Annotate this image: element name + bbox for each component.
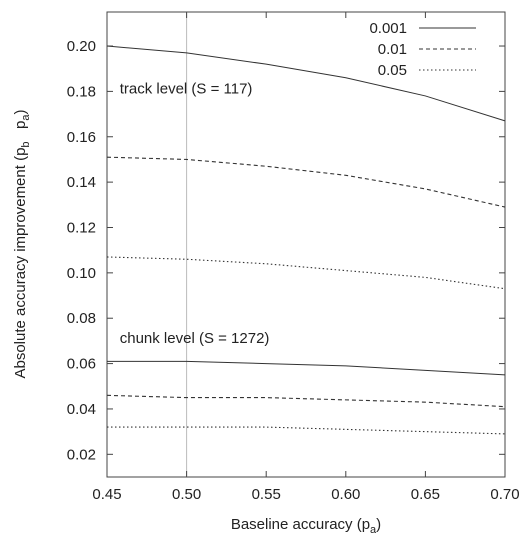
- legend-label: 0.001: [369, 20, 407, 37]
- y-tick-label: 0.10: [67, 265, 96, 282]
- y-tick-label: 0.20: [67, 38, 96, 55]
- x-tick-labels: 0.45 0.50 0.55 0.60 0.65 0.70: [92, 486, 519, 503]
- series-line-track-dotted: [106, 256, 506, 290]
- y-tick-label: 0.08: [67, 310, 96, 327]
- y-tick-label: 0.02: [67, 446, 96, 463]
- series-group: [106, 45, 506, 435]
- series-line-chunk-solid: [107, 360, 506, 376]
- y-tick-label: 0.16: [67, 129, 96, 146]
- legend: 0.001 0.01 0.05: [369, 20, 476, 79]
- y-tick-label: 0.18: [67, 83, 96, 100]
- annotation-label: track level (S = 117): [120, 81, 253, 98]
- x-axis-label: Baseline accuracy (pa): [231, 516, 381, 536]
- series-line-chunk-dotted: [107, 426, 506, 435]
- legend-label: 0.05: [378, 62, 407, 79]
- x-tick-label: 0.45: [92, 486, 121, 503]
- plot-frame: [106, 11, 506, 478]
- y-tick-label: 0.04: [67, 401, 96, 418]
- y-tick-label: 0.14: [67, 174, 96, 191]
- annotation-label: chunk level (S = 1272): [120, 330, 270, 347]
- x-tick-label: 0.60: [331, 486, 360, 503]
- series-line-chunk-dashed: [106, 394, 506, 408]
- series-line-track-solid: [106, 45, 506, 122]
- annotations: track level (S = 117) chunk level (S = 12…: [120, 81, 270, 348]
- x-tick-label: 0.55: [252, 486, 281, 503]
- series-line-track-dashed: [106, 156, 506, 208]
- legend-label: 0.01: [378, 41, 407, 58]
- tick-marks: [106, 12, 506, 477]
- x-tick-label: 0.50: [172, 486, 201, 503]
- y-tick-labels: 0.02 0.04 0.06 0.08 0.10 0.12 0.14 0.16 0.18 0.20: [67, 38, 96, 463]
- y-tick-label: 0.12: [67, 219, 96, 236]
- y-axis-label: Absolute accuracy improvement (pb pa): [12, 109, 32, 378]
- x-tick-label: 0.65: [411, 486, 440, 503]
- x-tick-label: 0.70: [490, 486, 519, 503]
- y-tick-label: 0.06: [67, 356, 96, 373]
